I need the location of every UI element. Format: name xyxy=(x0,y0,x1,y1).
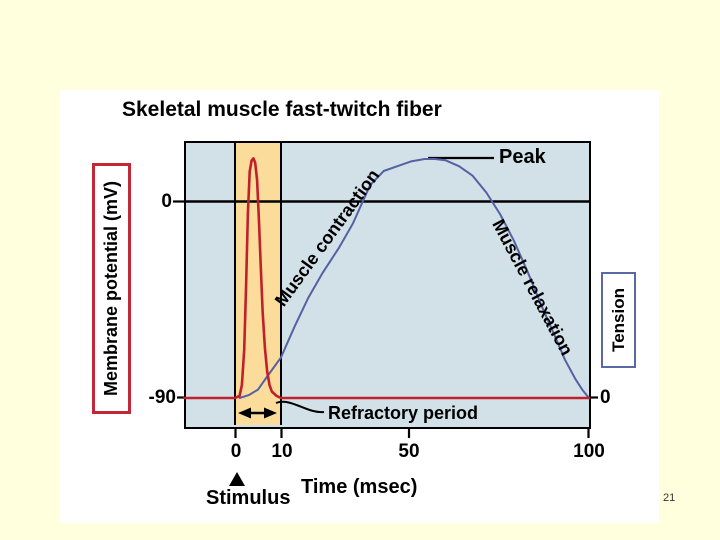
membrane-potential-axis-label: Membrane potential (mV) xyxy=(101,180,121,397)
tension-axis-label: Tension xyxy=(608,288,628,352)
mv-tick-label-minus90: -90 xyxy=(148,387,176,408)
time-tick-label-0: 0 xyxy=(230,441,242,462)
tension-axis-box: Tension xyxy=(601,272,636,368)
refractory-period-label: Refractory period xyxy=(328,403,479,423)
chart-title: Skeletal muscle fast-twitch fiber xyxy=(122,98,442,121)
tension-tick-label-0: 0 xyxy=(600,387,611,408)
page-number: 21 xyxy=(663,492,676,504)
mv-tick-label-0: 0 xyxy=(161,191,172,212)
stimulus-label: Stimulus xyxy=(206,487,291,509)
time-tick-label-10: 10 xyxy=(271,441,293,462)
time-axis-label: Time (msec) xyxy=(301,476,418,498)
membrane-potential-axis-box: Membrane potential (mV) xyxy=(92,163,131,414)
stimulus-triangle-icon xyxy=(229,472,245,486)
refractory-band xyxy=(234,143,282,425)
peak-label: Peak xyxy=(499,146,546,168)
time-tick-label-100: 100 xyxy=(573,441,605,462)
time-tick-label-50: 50 xyxy=(398,441,420,462)
